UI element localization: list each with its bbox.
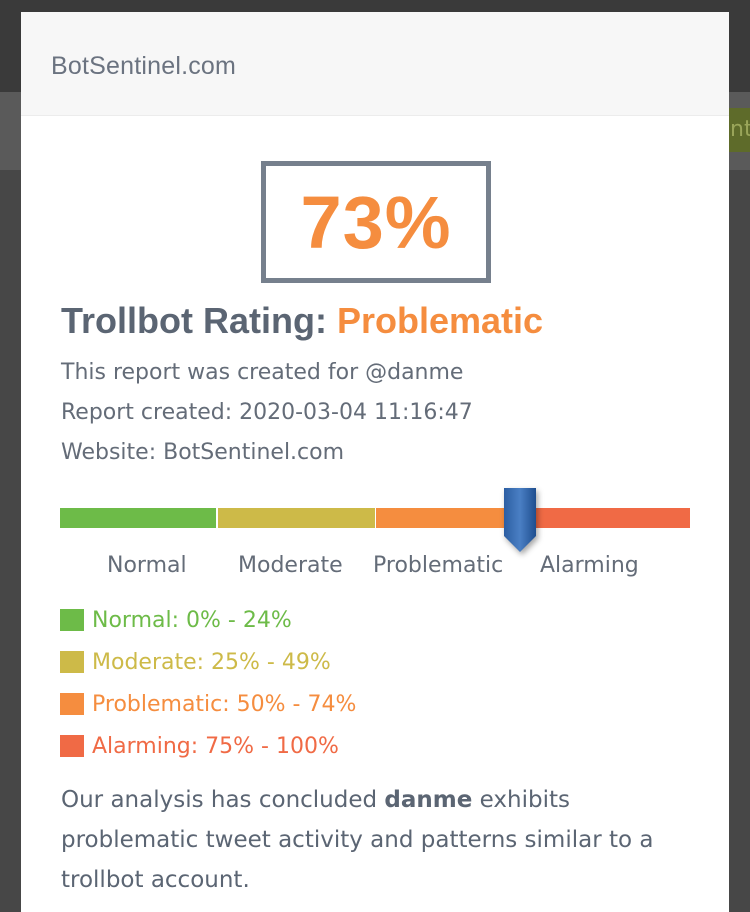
legend-swatch bbox=[60, 693, 84, 715]
legend-item-alarming: Alarming: 75% - 100% bbox=[60, 733, 339, 759]
report-website: Website: BotSentinel.com bbox=[61, 440, 345, 465]
score-value: 73% bbox=[300, 180, 452, 264]
scale-label-problematic: Problematic bbox=[373, 553, 504, 578]
legend-text: Alarming: 75% - 100% bbox=[92, 733, 339, 759]
rating-title: Trollbot Rating: Problematic bbox=[61, 300, 543, 342]
report-created-at: Report created: 2020-03-04 11:16:47 bbox=[61, 400, 473, 425]
score-box: 73% bbox=[261, 161, 491, 283]
rating-value: Problematic bbox=[336, 300, 544, 341]
scale-label-moderate: Moderate bbox=[238, 553, 343, 578]
legend-item-normal: Normal: 0% - 24% bbox=[60, 607, 292, 633]
scale-bar-moderate bbox=[218, 508, 375, 528]
conclusion-username: danme bbox=[384, 787, 473, 813]
conclusion-text: Our analysis has concluded danme exhibit… bbox=[61, 780, 701, 900]
legend-swatch bbox=[60, 651, 84, 673]
background-button: nt bbox=[728, 108, 750, 152]
conclusion-before: Our analysis has concluded bbox=[61, 787, 385, 813]
legend-item-problematic: Problematic: 50% - 74% bbox=[60, 691, 357, 717]
scale-label-normal: Normal bbox=[107, 553, 187, 578]
scale-bar-normal bbox=[60, 508, 216, 528]
scale-label-alarming: Alarming bbox=[540, 553, 639, 578]
scale-bar-alarming bbox=[533, 508, 690, 528]
scale-bar-problematic bbox=[376, 508, 533, 528]
scale-marker-icon bbox=[503, 488, 536, 552]
modal-header: BotSentinel.com bbox=[21, 12, 729, 116]
background-button-label: nt bbox=[730, 117, 750, 142]
legend-swatch bbox=[60, 609, 84, 631]
legend-text: Problematic: 50% - 74% bbox=[92, 691, 357, 717]
conclusion-after: exhibits problematic tweet activity and … bbox=[61, 787, 654, 893]
report-modal: BotSentinel.com 73% Trollbot Rating: Pro… bbox=[21, 12, 729, 912]
legend-text: Moderate: 25% - 49% bbox=[92, 649, 331, 675]
site-title: BotSentinel.com bbox=[51, 52, 237, 80]
report-created-for: This report was created for @danme bbox=[61, 360, 464, 385]
legend-item-moderate: Moderate: 25% - 49% bbox=[60, 649, 331, 675]
legend-text: Normal: 0% - 24% bbox=[92, 607, 292, 633]
rating-label: Trollbot Rating: bbox=[61, 300, 327, 341]
legend-swatch bbox=[60, 735, 84, 757]
